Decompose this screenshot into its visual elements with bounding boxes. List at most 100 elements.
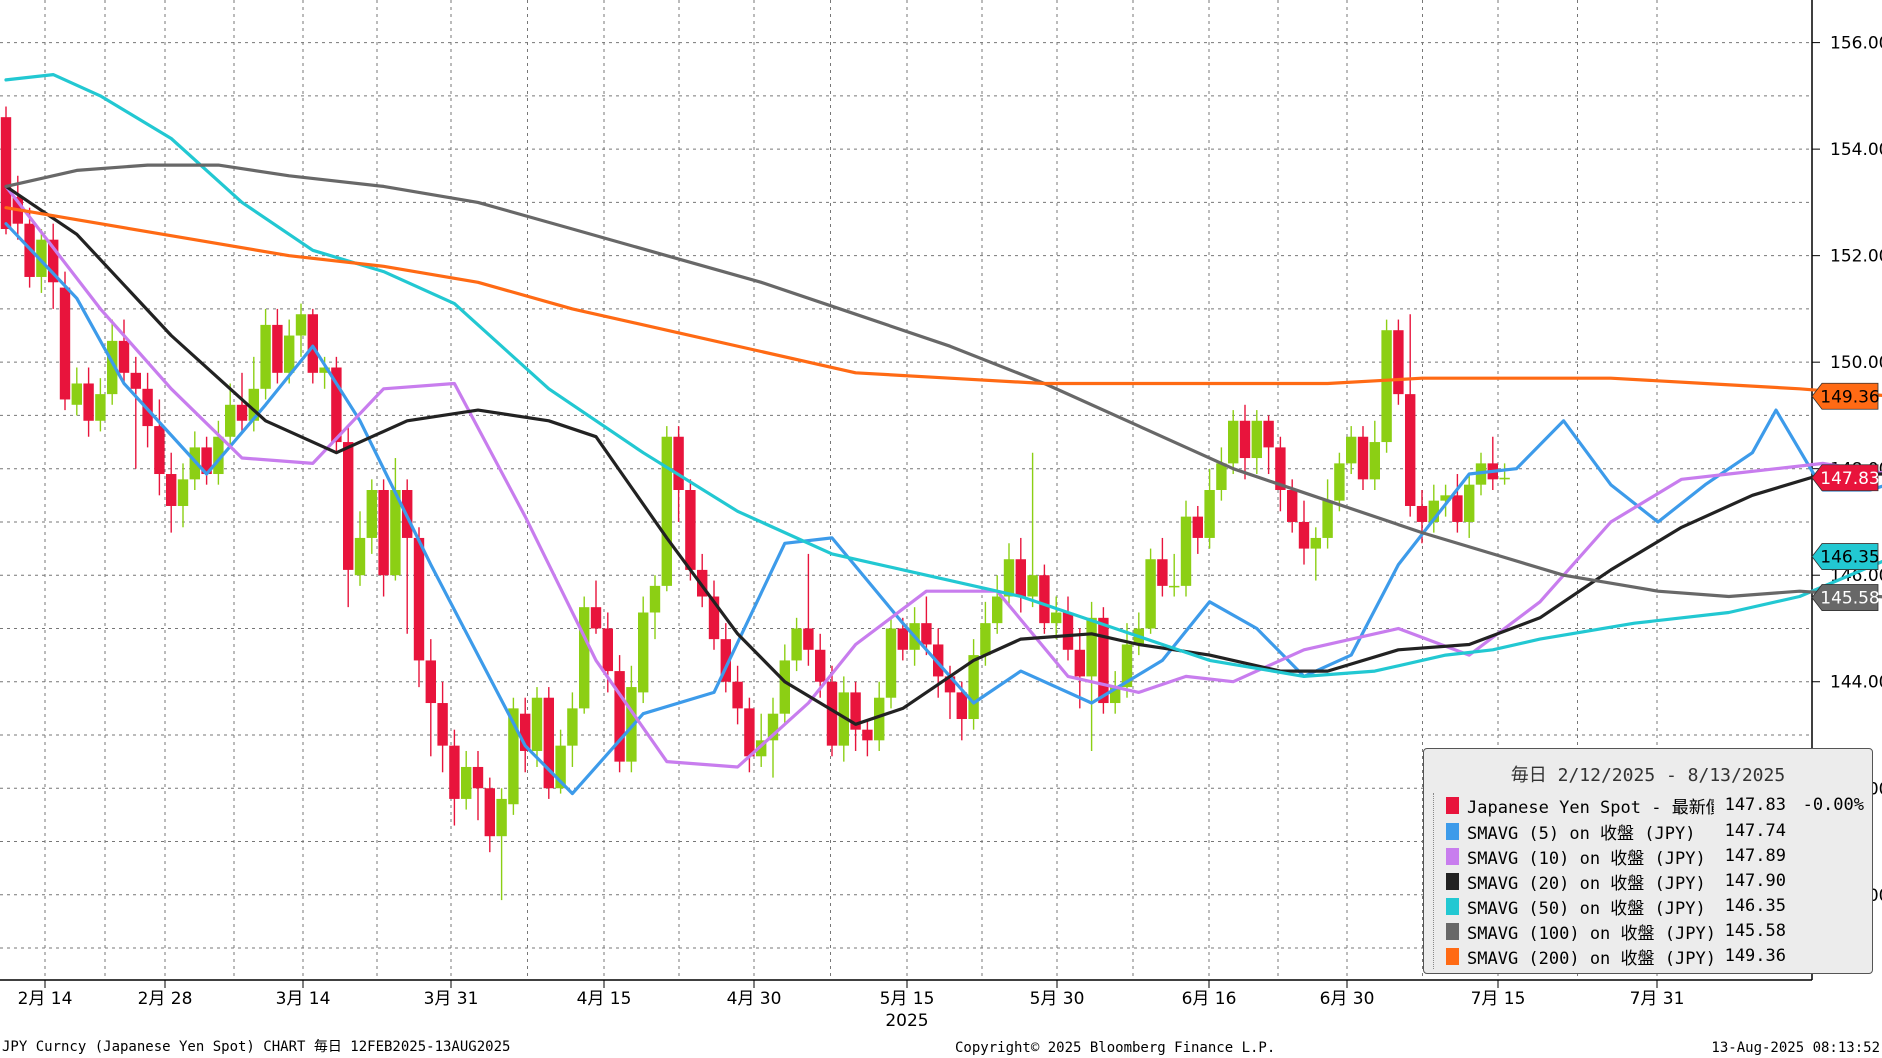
candle-body-up bbox=[107, 340, 118, 395]
candle-body-up bbox=[319, 367, 330, 373]
candle-body-up bbox=[461, 766, 472, 799]
candle-body-down bbox=[1263, 420, 1274, 448]
candle-body-down bbox=[331, 367, 342, 443]
legend-change: -0.00% bbox=[1802, 795, 1864, 815]
legend-swatch bbox=[1446, 922, 1459, 940]
candle-body-up bbox=[1169, 585, 1180, 588]
candle-body-up bbox=[295, 314, 307, 336]
candle-body-up bbox=[980, 623, 991, 656]
candle-body-down bbox=[166, 474, 177, 506]
candle-body-down bbox=[307, 314, 318, 373]
candle-body-down bbox=[1039, 575, 1050, 624]
legend-name: SMAVG (100) on 收盤 (JPY) bbox=[1467, 923, 1714, 944]
x-tick-label: 4月 15 bbox=[577, 989, 632, 1009]
candle-body-down bbox=[897, 628, 908, 650]
candle-body-up bbox=[992, 596, 1003, 624]
price-tag-label: 149.36 bbox=[1820, 387, 1879, 407]
series-line bbox=[4, 73, 1882, 678]
legend-row-sma20: SMAVG (20) on 收盤 (JPY) 147.90 bbox=[1446, 869, 1864, 894]
legend-tree-line bbox=[1433, 793, 1435, 969]
legend-swatch bbox=[1446, 872, 1459, 890]
candle-body-down bbox=[154, 426, 165, 475]
legend-name: SMAVG (50) on 收盤 (JPY) bbox=[1467, 898, 1706, 919]
chart-legend: 毎日 2/12/2025 - 8/13/2025 Japanese Yen Sp… bbox=[1423, 748, 1873, 974]
x-tick-label: 4月 30 bbox=[727, 989, 782, 1009]
x-tick-label: 6月 16 bbox=[1182, 989, 1237, 1009]
candle-body-up bbox=[1228, 420, 1239, 464]
legend-value: 147.90 bbox=[1724, 871, 1786, 891]
candle-body-down bbox=[1062, 612, 1074, 650]
candle-body-up bbox=[1145, 559, 1156, 629]
candle-body-up bbox=[1051, 612, 1062, 624]
candle-body-up bbox=[531, 697, 543, 751]
candle-body-down bbox=[803, 628, 814, 650]
candle-body-down bbox=[236, 404, 248, 421]
candle-body-down bbox=[826, 681, 838, 746]
candle-body-down bbox=[118, 340, 130, 373]
candle-body-down bbox=[449, 745, 460, 799]
candle-body-up bbox=[779, 660, 790, 714]
candle-body-up bbox=[968, 655, 979, 720]
candle-body-down bbox=[1357, 436, 1369, 480]
candle-body-down bbox=[437, 703, 448, 746]
candle-body-up bbox=[1251, 420, 1262, 459]
candle-body-up bbox=[390, 490, 401, 576]
candle-body-down bbox=[48, 239, 59, 283]
candle-body-up bbox=[95, 394, 106, 421]
candle-body-up bbox=[177, 479, 189, 506]
candle-body-up bbox=[874, 697, 885, 741]
legend-name: SMAVG (5) on 收盤 (JPY) bbox=[1467, 823, 1696, 844]
x-tick-label: 7月 15 bbox=[1471, 989, 1526, 1009]
candle-body-down bbox=[708, 596, 720, 640]
legend-value: 147.74 bbox=[1724, 821, 1786, 841]
x-axis-year-label: 2025 bbox=[885, 1011, 928, 1031]
price-tag-label: 147.83 bbox=[1820, 469, 1879, 489]
candle-body-up bbox=[1110, 687, 1121, 704]
candle-body-down bbox=[1015, 559, 1026, 597]
candle-body-up bbox=[71, 383, 82, 405]
candle-body-up bbox=[1428, 500, 1439, 522]
series-line bbox=[4, 163, 1882, 599]
candle-body-down bbox=[201, 447, 212, 475]
candle-body-up bbox=[284, 335, 295, 373]
candle-body-down bbox=[673, 436, 684, 490]
footer-timestamp: 13-Aug-2025 08:13:52 bbox=[1711, 1040, 1880, 1056]
candle-body-down bbox=[59, 287, 71, 400]
candle-body-up bbox=[1440, 495, 1451, 501]
x-tick-label: 6月 30 bbox=[1320, 989, 1375, 1009]
candle-body-up bbox=[260, 324, 271, 389]
price-tag bbox=[1811, 464, 1879, 492]
candle-body-down bbox=[720, 639, 731, 682]
candle-body-up bbox=[1121, 644, 1133, 688]
candle-body-down bbox=[0, 117, 12, 230]
legend-swatch bbox=[1446, 947, 1459, 965]
candle-body-down bbox=[472, 766, 484, 789]
legend-value: 145.58 bbox=[1724, 921, 1786, 941]
x-tick-label: 3月 14 bbox=[276, 989, 331, 1009]
x-tick-label: 3月 31 bbox=[424, 989, 479, 1009]
legend-row-sma100: SMAVG (100) on 收盤 (JPY) 145.58 bbox=[1446, 919, 1864, 944]
candle-body-down bbox=[413, 537, 425, 661]
candle-body-up bbox=[366, 490, 377, 538]
footer-chart-info: JPY Curncy (Japanese Yen Spot) CHART 毎日 … bbox=[2, 1039, 511, 1055]
x-tick-label: 5月 30 bbox=[1030, 989, 1085, 1009]
candle-body-down bbox=[862, 729, 873, 741]
candle-body-up bbox=[1464, 484, 1475, 522]
candle-body-up bbox=[1381, 330, 1392, 443]
legend-swatch bbox=[1446, 897, 1459, 915]
legend-name: SMAVG (20) on 收盤 (JPY) bbox=[1467, 873, 1706, 894]
candle-body-up bbox=[496, 798, 507, 837]
price-tag bbox=[1811, 382, 1879, 410]
candle-body-down bbox=[590, 607, 602, 629]
candle-body-down bbox=[850, 692, 861, 730]
candle-body-down bbox=[83, 383, 94, 421]
candle-body-up bbox=[213, 436, 224, 475]
candle-body-up bbox=[1334, 463, 1345, 501]
candle-body-up bbox=[1086, 617, 1097, 677]
candle-body-up bbox=[1003, 559, 1015, 597]
candle-body-down bbox=[685, 490, 696, 570]
candle-body-down bbox=[815, 649, 826, 682]
candle-body-down bbox=[614, 671, 625, 762]
candle-body-down bbox=[956, 692, 967, 720]
